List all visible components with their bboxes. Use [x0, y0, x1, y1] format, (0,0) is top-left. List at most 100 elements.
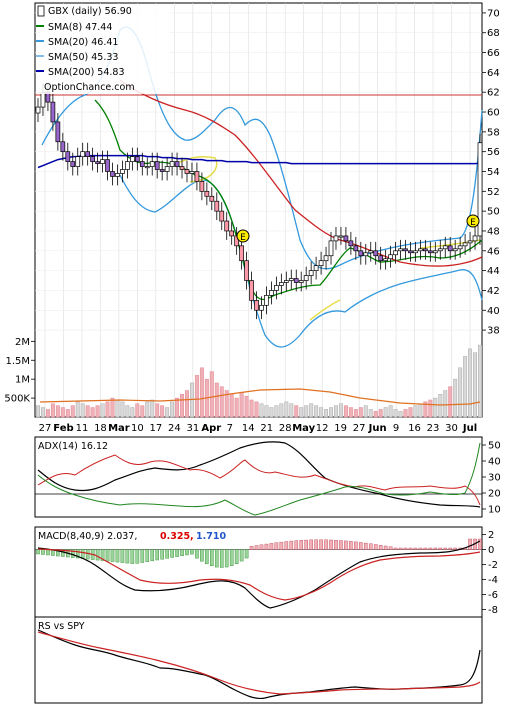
rs-panel-frame: [34, 616, 483, 704]
price-tick-label: 52: [487, 187, 500, 198]
volume-average-line: [39, 388, 481, 406]
macd-histogram-bar: [329, 539, 333, 550]
x-tick-label: Feb: [53, 423, 73, 434]
volume-bar: [329, 407, 333, 418]
volume-bar: [199, 367, 204, 418]
candle-body: [95, 161, 100, 164]
macd-signal-value: 0.325,: [160, 531, 194, 542]
macd-histogram-bar: [378, 545, 383, 550]
candle-body: [467, 240, 473, 244]
candle-body: [378, 255, 384, 262]
price-tick-label: 48: [487, 226, 500, 237]
volume-bar: [393, 409, 398, 418]
volume-bar: [125, 405, 130, 418]
macd-histogram-bar: [324, 539, 328, 550]
macd-histogram-bar: [56, 549, 60, 557]
candle-body: [363, 252, 369, 257]
candle-body: [60, 141, 66, 153]
candle-body: [423, 248, 428, 252]
macd-histogram-bar: [269, 543, 274, 550]
volume-bar: [279, 403, 284, 418]
candle-body: [164, 166, 170, 172]
volume-bar: [458, 367, 463, 418]
macd-histogram-bar: [334, 540, 338, 550]
volume-bar: [358, 407, 363, 418]
macd-histogram-bar: [244, 549, 249, 559]
price-tick-label: 56: [487, 147, 500, 158]
candle-body: [462, 242, 468, 247]
candle-body: [254, 300, 259, 311]
macd-histogram-bar: [354, 541, 358, 550]
macd-histogram-bar: [304, 539, 308, 550]
macd-histogram-bar: [368, 543, 373, 550]
volume-bar: [264, 405, 269, 418]
candle-body: [239, 245, 244, 262]
adx-label: ADX(14) 16.12: [38, 441, 108, 452]
candle-body: [437, 248, 443, 252]
volume-bar: [155, 403, 160, 418]
volume-bar: [170, 401, 175, 418]
volume-bar: [478, 344, 482, 418]
candle-body: [244, 260, 249, 281]
macd-histogram-bar: [239, 549, 244, 562]
macd-histogram-bar: [115, 549, 120, 563]
bollinger-lower-band: [119, 174, 483, 348]
macd-histogram-bar: [105, 549, 110, 562]
macd-histogram-bar: [170, 549, 174, 558]
adx-tick-label: 50: [488, 441, 501, 452]
x-tick-label: 24: [168, 423, 181, 434]
volume-bar: [353, 409, 358, 418]
macd-line: [37, 540, 481, 609]
candle-body: [318, 260, 324, 267]
price-tick-label: 46: [487, 246, 500, 257]
macd-histogram: [35, 538, 482, 568]
macd-histogram-bar: [219, 549, 224, 568]
volume-bar: [453, 378, 458, 418]
candle-body: [204, 190, 210, 197]
macd-histogram-bar: [185, 549, 189, 556]
volume-bar: [284, 401, 289, 418]
macd-histogram-bar: [349, 541, 353, 550]
volume-bar: [40, 407, 45, 418]
macd-histogram-bar: [165, 549, 169, 559]
volume-bar: [36, 405, 40, 418]
rs-label: RS vs SPY: [38, 621, 85, 632]
volume-bar: [338, 403, 343, 418]
macd-panel-frame: [34, 526, 483, 618]
sma20-line: [119, 79, 483, 267]
candle-body: [65, 151, 71, 162]
candle-body: [70, 161, 76, 167]
macd-histogram-bar: [403, 547, 408, 550]
macd-histogram-bar: [190, 549, 194, 555]
macd-histogram-bar: [85, 549, 90, 560]
macd-tick-label: 2: [488, 530, 494, 541]
legend: GBX (daily) 56.90 SMA(8) 47.44 SMA(20) 4…: [36, 4, 170, 94]
volume-bar: [428, 399, 433, 418]
earnings-marker-jul-letter: E: [470, 218, 476, 228]
macd-histogram-bar: [428, 547, 433, 550]
macd-histogram-bar: [294, 540, 299, 550]
volume-bar: [249, 399, 254, 418]
macd-signal-line: [37, 548, 481, 601]
candle-body: [174, 161, 180, 167]
macd-histogram-bar: [200, 549, 204, 562]
earnings-marker-apr: [236, 229, 250, 243]
candle-body: [303, 275, 309, 281]
legend-sma50: SMA(50) 45.33: [48, 52, 118, 63]
volume-bar: [294, 405, 299, 418]
macd-histogram-bar: [289, 540, 294, 550]
macd-histogram-bar: [468, 538, 472, 550]
candle-body: [472, 235, 478, 242]
candle-body: [278, 282, 284, 286]
volume-bar: [438, 394, 443, 418]
candle-body: [432, 250, 438, 254]
x-tick-label: Jun: [368, 423, 387, 434]
volume-bar: [423, 401, 428, 418]
macd-tick-label: -4: [488, 575, 498, 586]
macd-tick-label: -8: [488, 605, 498, 616]
volume-bar: [115, 399, 120, 418]
volume-bar: [105, 401, 110, 418]
x-tick-label: 7: [227, 423, 233, 434]
volume-bar: [373, 411, 378, 418]
macd-histogram-bar: [254, 545, 259, 550]
